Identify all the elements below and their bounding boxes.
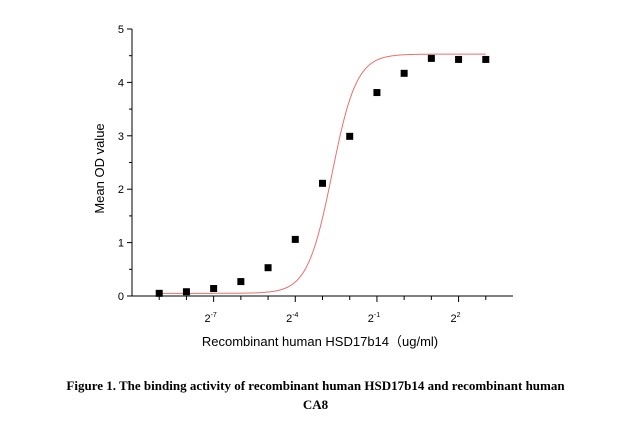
y-ticks: 0 1 2 3 4 5	[118, 24, 132, 303]
data-point	[400, 69, 408, 77]
data-point	[210, 285, 218, 293]
y-tick-label: 5	[118, 24, 124, 36]
chart: 0 1 2 3 4 5 2-7 2-4 2-1 22 Mean OD value Recombi…	[92, 24, 513, 349]
data-point	[291, 235, 299, 243]
data-point	[264, 264, 272, 272]
chart-svg: 0 1 2 3 4 5 2-7 2-4 2-1 22 Mean OD value Recombi…	[92, 24, 513, 349]
x-ticks: 2-7 2-4 2-1 22	[158, 296, 487, 325]
y-tick-label: 0	[118, 291, 124, 303]
y-tick-label: 2	[118, 184, 124, 196]
data-point	[455, 55, 463, 63]
data-point	[482, 55, 490, 63]
data-points	[155, 54, 490, 297]
figure-caption: Figure 1. The binding activity of recomb…	[0, 376, 631, 414]
data-point	[182, 288, 190, 296]
data-point	[155, 289, 163, 297]
data-point	[346, 132, 354, 140]
data-point	[319, 179, 326, 187]
fit-curve	[159, 53, 486, 294]
y-tick-label: 1	[118, 238, 124, 250]
data-point	[237, 278, 245, 286]
y-tick-label: 4	[118, 77, 124, 89]
x-tick-label: 2-4	[286, 312, 298, 325]
y-axis-title: Mean OD value	[92, 123, 107, 213]
x-tick-label: 2-1	[368, 312, 380, 325]
x-axis-title: Recombinant human HSD17b14（ug/ml)	[202, 334, 438, 349]
axes	[131, 29, 513, 297]
x-tick-label: 22	[451, 312, 461, 325]
x-tick-label: 2-7	[204, 312, 216, 325]
data-point	[373, 89, 381, 97]
caption-line-2: CA8	[302, 397, 329, 412]
data-point	[427, 54, 435, 62]
caption-line-1: Figure 1. The binding activity of recomb…	[66, 378, 565, 393]
y-tick-label: 3	[118, 131, 124, 143]
